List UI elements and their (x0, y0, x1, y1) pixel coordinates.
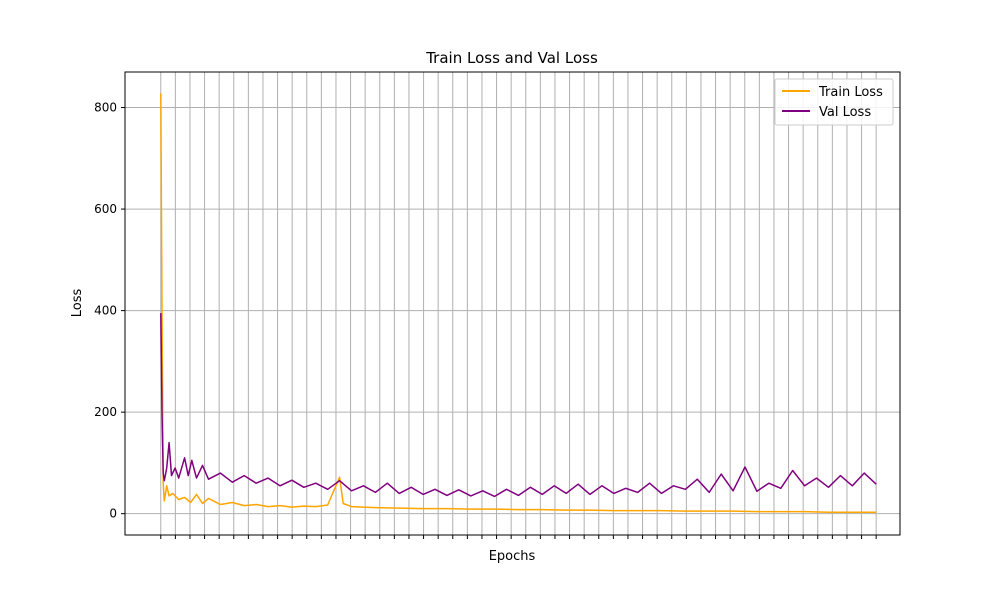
y-tick-label: 0 (109, 507, 117, 521)
legend: Train Loss Val Loss (774, 78, 894, 126)
x-axis-label: Epochs (489, 549, 536, 564)
plot-frame (124, 71, 901, 536)
chart-title: Train Loss and Val Loss (425, 49, 598, 67)
y-tick-label: 200 (94, 405, 117, 419)
legend-train-loss-label: Train Loss (818, 85, 883, 100)
series-line-val-loss (160, 313, 877, 498)
legend-val-loss-label: Val Loss (819, 105, 871, 120)
series-line-train-loss (160, 93, 877, 513)
y-ticks: 0 200 400 600 800 (94, 101, 125, 521)
y-tick-label: 600 (94, 202, 117, 216)
grid-lines (125, 72, 900, 535)
plot-series (160, 93, 877, 513)
x-ticks (160, 535, 877, 539)
y-tick-label: 400 (94, 304, 117, 318)
y-tick-label: 800 (94, 101, 117, 115)
y-axis-label: Loss (70, 289, 85, 318)
